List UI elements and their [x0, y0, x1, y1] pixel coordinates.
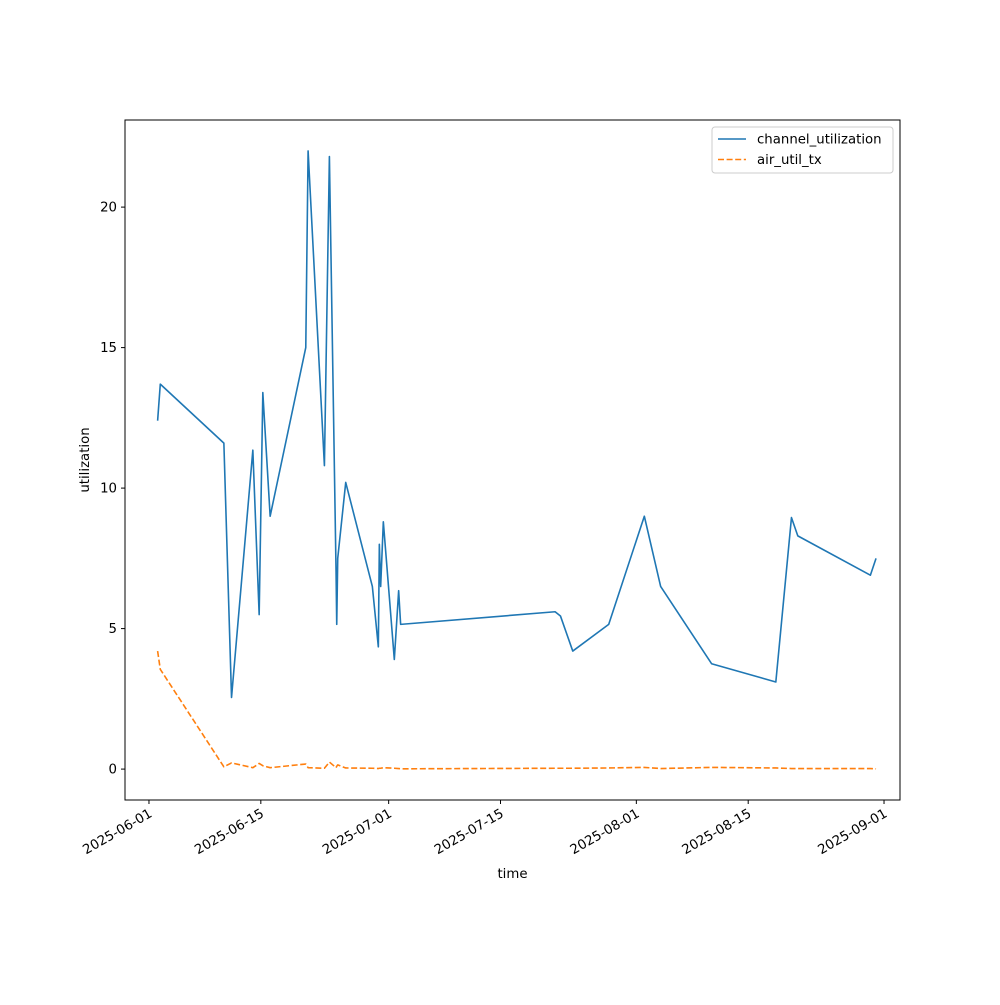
legend-box [711, 126, 894, 174]
series-line-air-util-tx [156, 650, 877, 770]
legend-label: channel_utilization [757, 133, 882, 148]
legend: channel_utilization air_util_tx [711, 126, 894, 174]
y-tick-label: 15 [100, 341, 117, 356]
y-tick-label: 0 [109, 763, 117, 778]
plot-frame [124, 119, 901, 801]
y-tick-label: 20 [100, 201, 117, 216]
plot-area [125, 120, 900, 800]
legend-label: air_util_tx [757, 153, 822, 168]
y-tick-label: 5 [109, 622, 117, 637]
y-axis-title: utilization [78, 427, 93, 492]
x-axis-title: time [497, 867, 527, 882]
y-tick-label: 10 [100, 482, 117, 497]
series-layer [156, 150, 877, 770]
series-line-channel-utilization [156, 150, 877, 699]
